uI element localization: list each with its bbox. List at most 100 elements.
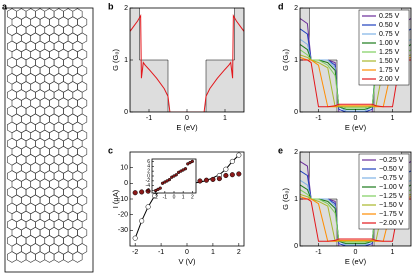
series-group [130, 8, 244, 112]
x-tick-label: -2 [132, 249, 138, 256]
legend-label: 0.75 V [379, 31, 400, 38]
y-tick-label: -20 [118, 212, 128, 219]
y-tick-label: 6 [147, 159, 150, 165]
x-tick-label: -1 [315, 115, 321, 122]
y-tick-label: 0 [124, 180, 128, 187]
y-tick-label: 2 [147, 168, 150, 174]
x-tick-label: 1 [182, 194, 185, 200]
point [132, 235, 138, 241]
plot-frame [299, 151, 412, 247]
legend-label: −1.50 V [379, 202, 404, 209]
plot: -1 0 1 0 1 2 E (eV) G (G₀) d 0.25 V 0.50 V 0.75 V 1.… [278, 1, 412, 132]
point [210, 176, 216, 182]
x-tick-label: 2 [191, 194, 194, 200]
point [236, 171, 242, 177]
x-tick-label: 1 [223, 115, 227, 122]
y-axis-label: G (G₀) [111, 49, 120, 71]
point [174, 173, 178, 177]
y-tick-label: 2 [124, 5, 128, 12]
plot-frame [129, 151, 245, 247]
y-axis-label: G (G₀) [281, 49, 290, 71]
legend-label: −1.00 V [379, 184, 404, 191]
y-tick-label: 2 [294, 149, 298, 156]
point [203, 177, 209, 183]
y-tick-label: 0 [294, 243, 298, 250]
y-tick-label: 10 [120, 165, 128, 172]
y-tick-label: 1 [294, 196, 298, 203]
x-tick-label: -1 [315, 249, 321, 256]
legend-label: −0.50 V [379, 166, 404, 173]
legend-label: 1.50 V [379, 58, 400, 65]
legend-label: 0.50 V [379, 22, 400, 29]
x-tick-label: 1 [211, 249, 215, 256]
plot: -1 0 1 0 1 2 E (eV) G (G₀) e −0.25 V −0.50 V −0.75 … [278, 145, 412, 266]
legend-label: −1.25 V [379, 193, 404, 200]
x-tick-label: -1 [163, 194, 168, 200]
x-tick-label: 2 [237, 249, 241, 256]
x-tick-label: 0 [185, 115, 189, 122]
point [139, 189, 145, 195]
panel-label: e [278, 145, 283, 155]
x-tick-label: 0 [354, 115, 358, 122]
x-axis-label: E (eV) [176, 123, 198, 132]
area [130, 8, 244, 112]
legend-label: −0.25 V [379, 157, 404, 164]
x-axis-label: V (V) [178, 257, 196, 266]
legend-label: 1.25 V [379, 49, 400, 56]
line [130, 13, 244, 112]
point [223, 166, 229, 172]
x-tick-label: 0 [354, 249, 358, 256]
point [236, 152, 242, 158]
line [300, 59, 411, 108]
legend-label: −2.00 V [379, 220, 404, 227]
y-tick-label: -6 [146, 188, 151, 194]
y-tick-label: 0 [124, 109, 128, 116]
point [223, 172, 229, 179]
y-tick-label: -2 [146, 178, 151, 184]
series-group [154, 159, 194, 193]
legend-label: 0.25 V [379, 13, 400, 20]
panel-label: b [108, 1, 114, 11]
x-tick-label: 0 [173, 194, 176, 200]
y-axis-label: G (G₀) [281, 188, 290, 210]
lattice [7, 8, 88, 263]
y-tick-label: -10 [118, 196, 128, 203]
y-tick-label: 1 [294, 57, 298, 64]
y-tick-label: 4 [147, 164, 150, 170]
panel-label: d [278, 1, 284, 11]
legend-label: −1.75 V [379, 211, 404, 218]
point [139, 218, 145, 224]
point [132, 190, 138, 196]
legend-label: 1.75 V [379, 67, 400, 74]
point [229, 172, 235, 178]
point [152, 193, 158, 199]
x-axis-label: E (eV) [345, 123, 367, 132]
x-axis-label: E (eV) [345, 257, 367, 266]
point [145, 188, 151, 194]
legend [358, 153, 410, 230]
y-tick-label: 1 [124, 57, 128, 64]
plot-frame [299, 7, 412, 113]
point [145, 204, 151, 210]
point [197, 178, 203, 184]
x-tick-label: 1 [391, 115, 395, 122]
x-tick-label: -1 [146, 115, 152, 122]
lattice-frame [4, 7, 94, 273]
legend-label: −0.75 V [379, 175, 404, 182]
x-tick-label: 0 [185, 249, 189, 256]
y-axis-label: I (µA) [111, 189, 120, 208]
panel-label: a [2, 1, 8, 11]
point [216, 176, 222, 182]
x-tick-label: -2 [153, 194, 158, 200]
y-tick-label: 0 [294, 109, 298, 116]
y-tick-label: -30 [118, 227, 128, 234]
lattice-hexagon [72, 251, 83, 263]
y-tick-label: -4 [146, 183, 151, 189]
plot-frame [129, 7, 245, 113]
plot: -1 0 1 0 1 2 E (eV) G (G₀) b [108, 1, 245, 132]
legend-label: 1.00 V [379, 40, 400, 47]
point [158, 186, 162, 190]
legend-label: 2.00 V [379, 76, 400, 83]
